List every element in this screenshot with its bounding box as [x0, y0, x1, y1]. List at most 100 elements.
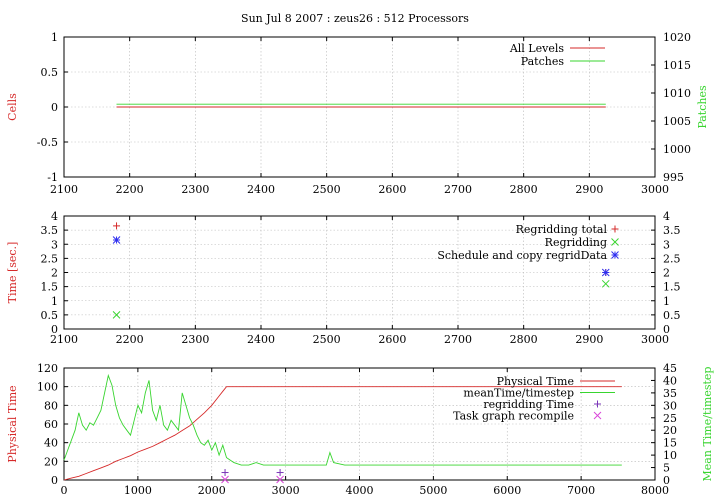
- x-tick-label: 2700: [444, 333, 472, 346]
- legend-label: Patches: [521, 55, 565, 68]
- y2-tick-label: 1005: [663, 115, 691, 128]
- y-tick-label: 60: [44, 418, 58, 431]
- y2-tick-label: 3: [663, 238, 670, 251]
- y2-tick-label: 0: [663, 323, 670, 336]
- y2-tick-label: 0: [663, 474, 670, 487]
- x-tick-label: 3000: [641, 333, 669, 346]
- y-tick-label: 2.5: [41, 252, 59, 265]
- y-tick-label: 0: [51, 101, 58, 114]
- y-tick-label: 80: [44, 399, 58, 412]
- x-tick-label: 8000: [641, 484, 669, 497]
- y2-tick-label: 25: [663, 412, 677, 425]
- x-tick-label: 6000: [493, 484, 521, 497]
- panel-regridding-time: 2100 2200 2300 2400 2500 2600 2700 2800 2900 3000…: [6, 210, 681, 346]
- x-tick-label: 0: [61, 484, 68, 497]
- marker-cross-d2: [112, 311, 121, 319]
- y2-tick-label: 0.5: [663, 309, 681, 322]
- y2-tick-label: 2.5: [663, 252, 681, 265]
- x-tick-label: 2200: [116, 333, 144, 346]
- y2-tick-label: 30: [663, 399, 677, 412]
- y2-tick-label: 2: [663, 267, 670, 280]
- y2-tick-label: 45: [663, 362, 677, 375]
- y2-tick-label: 1010: [663, 87, 691, 100]
- x-tick-label: 2300: [181, 183, 209, 196]
- y2-tick-label: 40: [663, 374, 677, 387]
- y-tick-label: 0: [51, 474, 58, 487]
- x-tick-label: 5000: [419, 484, 447, 497]
- y2-tick-label: 1015: [663, 59, 691, 72]
- x-tick-label: 2700: [444, 183, 472, 196]
- x-tick-label: 2100: [50, 333, 78, 346]
- legend-marker-d2: [611, 251, 619, 259]
- y2-tick-label: 10: [663, 449, 677, 462]
- series-line: [63, 373, 622, 466]
- x-tick-label: 7000: [567, 484, 595, 497]
- x-tick-label: 2300: [181, 333, 209, 346]
- y-tick-label: 20: [44, 455, 58, 468]
- legend-label: Regridding total: [516, 223, 608, 236]
- x-tick-label: 2900: [575, 183, 603, 196]
- y-tick-label: 0: [51, 323, 58, 336]
- x-tick-label: 2500: [313, 183, 341, 196]
- y2-tick-label: 5: [663, 462, 670, 475]
- x-tick-label: 2800: [510, 183, 538, 196]
- y2-tick-label: 20: [663, 424, 677, 437]
- y-tick-label: 0.5: [41, 66, 59, 79]
- legend-label: regridding Time: [483, 398, 574, 411]
- x-tick-label: 2400: [247, 333, 275, 346]
- x-tick-label: 2000: [198, 484, 226, 497]
- y2-tick-label: 1020: [663, 31, 691, 44]
- x-tick-label: 2400: [247, 183, 275, 196]
- y2-tick-label: 35: [663, 387, 677, 400]
- y-tick-label: -1: [47, 171, 58, 184]
- legend-label: All Levels: [509, 42, 565, 55]
- series-line: [63, 386, 622, 481]
- y2-tick-label: 3.5: [663, 224, 681, 237]
- y-axis-label: Time [sec.]: [6, 242, 19, 304]
- y-tick-label: -0.5: [37, 136, 58, 149]
- y2-tick-label: 1.5: [663, 281, 681, 294]
- y-axis-label: Cells: [6, 93, 19, 121]
- y-tick-label: 3.5: [41, 224, 59, 237]
- x-tick-label: 3000: [641, 183, 669, 196]
- y2-tick-label: 1000: [663, 143, 691, 156]
- y-tick-label: 2: [51, 267, 58, 280]
- y-axis-label: Physical Time: [6, 385, 19, 462]
- y2-tick-label: 1: [663, 295, 670, 308]
- x-tick-label: 2600: [378, 183, 406, 196]
- marker-cross-d2: [221, 475, 229, 484]
- y2-tick-label: 15: [663, 437, 677, 450]
- x-tick-label: 3000: [272, 484, 300, 497]
- y2-tick-label: 995: [663, 171, 684, 184]
- x-tick-label: 2100: [50, 183, 78, 196]
- x-tick-label: 2800: [510, 333, 538, 346]
- x-tick-label: 2600: [378, 333, 406, 346]
- x-tick-label: 2200: [116, 183, 144, 196]
- x-tick-label: 2500: [313, 333, 341, 346]
- legend-label: Regridding: [545, 236, 607, 249]
- legend-label: Schedule and copy regridData: [437, 249, 607, 262]
- y-tick-label: 1: [51, 295, 58, 308]
- y-tick-label: 1: [51, 31, 58, 44]
- marker-cross-d2: [276, 475, 284, 484]
- y-tick-label: 1.5: [41, 281, 59, 294]
- legend-label: Task graph recompile: [453, 410, 574, 423]
- x-tick-label: 1000: [124, 484, 152, 497]
- y-tick-label: 40: [44, 437, 58, 450]
- legend-label: meanTime/timestep: [463, 387, 574, 400]
- marker-cross-d2: [601, 279, 610, 288]
- chart-title: Sun Jul 8 2007 : zeus26 : 512 Processors: [241, 12, 469, 25]
- legend-label: Physical Time: [497, 375, 574, 388]
- x-tick-label: 2900: [575, 333, 603, 346]
- marker-star-d2: [112, 236, 121, 244]
- panel-cells-patches: 2100 2200 2300 2400 2500 2600 2700 2800 2900 3000…: [6, 31, 709, 196]
- panel-physical-time: 0 1000 2000 3000 4000 5000 6000 7000 80000204060…: [6, 362, 714, 497]
- legend-marker-d2: [611, 238, 619, 246]
- y-tick-label: 100: [37, 381, 58, 394]
- y-tick-label: 4: [51, 210, 58, 223]
- y2-axis-label: Patches: [696, 85, 709, 129]
- y-tick-label: 3: [51, 238, 58, 251]
- y-tick-label: 0.5: [41, 309, 59, 322]
- y2-tick-label: 4: [663, 210, 670, 223]
- legend-marker-d2: [593, 411, 602, 420]
